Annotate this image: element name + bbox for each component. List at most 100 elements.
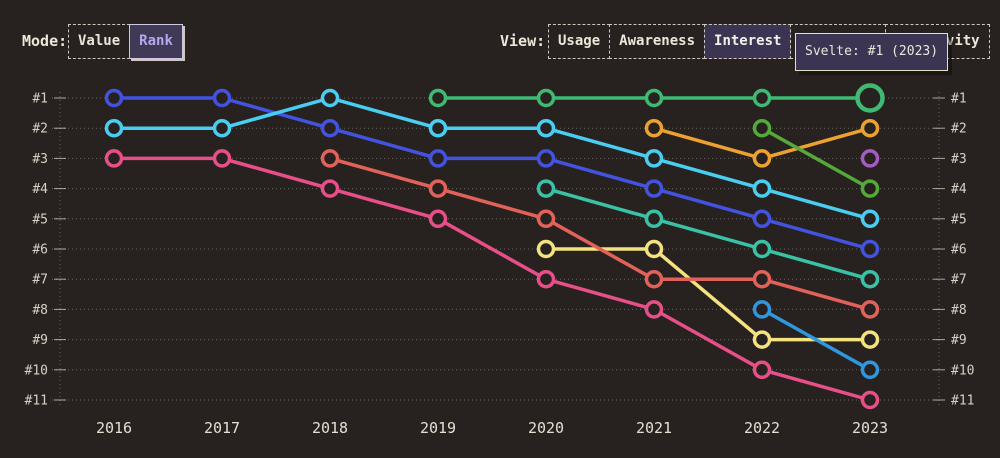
data-point-cyan-2023[interactable] xyxy=(860,209,880,229)
rank-label-left: #3 xyxy=(32,152,48,167)
rank-label-left: #8 xyxy=(32,303,48,318)
rank-label-left: #1 xyxy=(32,92,48,107)
data-point-red-2018[interactable] xyxy=(320,149,340,168)
data-point-pink-2018[interactable] xyxy=(320,179,340,198)
series-blue xyxy=(104,88,880,259)
data-point-pink-2020[interactable] xyxy=(536,269,556,289)
data-point-orange-2023[interactable] xyxy=(860,118,880,138)
data-point-blue-2023[interactable] xyxy=(860,239,880,259)
data-point-pink-2017[interactable] xyxy=(212,149,232,168)
data-point-red-2023[interactable] xyxy=(860,300,880,319)
data-point-cyan-2020[interactable] xyxy=(536,118,556,138)
rank-label-left: #9 xyxy=(32,333,48,348)
rank-label-left: #6 xyxy=(32,243,48,258)
rank-label-right: #6 xyxy=(951,243,967,258)
data-point-orange-2021[interactable] xyxy=(644,118,664,138)
data-point-svelte-green-2021[interactable] xyxy=(644,88,664,108)
data-point-blue-2018[interactable] xyxy=(320,118,340,138)
data-point-sky-blue-2022[interactable] xyxy=(752,300,772,319)
data-point-cyan-2017[interactable] xyxy=(212,118,232,138)
data-point-svelte-green-2022[interactable] xyxy=(752,88,772,108)
highlighted-data-point-svelte-green-2023[interactable] xyxy=(855,83,885,113)
series-orange xyxy=(644,118,880,168)
chart-tooltip: Svelte: #1 (2023) xyxy=(795,33,949,71)
series-line-cyan xyxy=(112,96,872,221)
series-line-olive-green xyxy=(760,126,872,191)
rank-label-left: #2 xyxy=(32,122,48,137)
data-point-blue-2019[interactable] xyxy=(428,149,448,168)
rank-label-right: #10 xyxy=(951,363,974,378)
data-point-teal-2020[interactable] xyxy=(536,179,556,198)
view-interest-button[interactable]: Interest xyxy=(704,24,792,59)
year-label: 2018 xyxy=(312,419,348,437)
data-point-red-2022[interactable] xyxy=(752,269,772,289)
view-label: View: xyxy=(500,32,546,50)
mode-button-group: Value Rank xyxy=(68,24,183,59)
series-sky-blue xyxy=(752,300,880,380)
series-purple xyxy=(860,149,880,168)
series-line-sky-blue xyxy=(760,307,872,372)
data-point-red-2020[interactable] xyxy=(536,209,556,229)
data-point-pink-2023[interactable] xyxy=(860,390,880,410)
year-label: 2021 xyxy=(636,419,672,437)
year-label: 2019 xyxy=(420,419,456,437)
series-svelte-green xyxy=(428,83,885,113)
rank-label-right: #2 xyxy=(951,122,967,137)
data-point-purple-2023[interactable] xyxy=(860,149,880,168)
data-point-orange-2022[interactable] xyxy=(752,149,772,168)
series-pink xyxy=(104,149,880,410)
rank-label-right: #3 xyxy=(951,152,967,167)
data-point-red-2019[interactable] xyxy=(428,179,448,198)
data-point-olive-green-2022[interactable] xyxy=(752,118,772,138)
rank-label-right: #1 xyxy=(951,92,967,107)
data-point-cyan-2019[interactable] xyxy=(428,118,448,138)
data-point-pink-2021[interactable] xyxy=(644,300,664,319)
year-label: 2022 xyxy=(744,419,780,437)
series-olive-green xyxy=(752,118,880,198)
rank-label-left: #4 xyxy=(32,182,48,197)
data-point-blue-2016[interactable] xyxy=(104,88,124,108)
mode-label: Mode: xyxy=(22,32,68,50)
data-point-blue-2017[interactable] xyxy=(212,88,232,108)
data-point-yellow-2022[interactable] xyxy=(752,330,772,349)
data-point-yellow-2021[interactable] xyxy=(644,239,664,259)
mode-rank-button[interactable]: Rank xyxy=(129,24,183,59)
year-label: 2023 xyxy=(852,419,888,437)
data-point-teal-2021[interactable] xyxy=(644,209,664,229)
data-point-pink-2019[interactable] xyxy=(428,209,448,229)
rank-label-left: #10 xyxy=(25,363,48,378)
rank-label-right: #7 xyxy=(951,273,967,288)
data-point-cyan-2018[interactable] xyxy=(320,88,340,108)
data-point-yellow-2023[interactable] xyxy=(860,330,880,349)
data-point-sky-blue-2023[interactable] xyxy=(860,360,880,380)
data-point-cyan-2022[interactable] xyxy=(752,179,772,198)
data-point-blue-2021[interactable] xyxy=(644,179,664,198)
rank-label-left: #7 xyxy=(32,273,48,288)
rank-label-left: #11 xyxy=(25,394,48,409)
year-label: 2020 xyxy=(528,419,564,437)
series-line-pink xyxy=(112,156,872,402)
series-line-blue xyxy=(112,96,872,251)
data-point-teal-2023[interactable] xyxy=(860,269,880,289)
series-yellow xyxy=(536,239,880,349)
series-teal xyxy=(536,179,880,289)
rank-label-right: #11 xyxy=(951,394,974,409)
data-point-blue-2022[interactable] xyxy=(752,209,772,229)
data-point-svelte-green-2020[interactable] xyxy=(536,88,556,108)
data-point-cyan-2016[interactable] xyxy=(104,118,124,138)
rank-label-right: #4 xyxy=(951,182,967,197)
data-point-pink-2022[interactable] xyxy=(752,360,772,380)
data-point-yellow-2020[interactable] xyxy=(536,239,556,259)
data-point-cyan-2021[interactable] xyxy=(644,149,664,168)
data-point-olive-green-2023[interactable] xyxy=(860,179,880,198)
data-point-blue-2020[interactable] xyxy=(536,149,556,168)
series-line-teal xyxy=(544,186,872,281)
data-point-pink-2016[interactable] xyxy=(104,149,124,168)
rank-label-right: #9 xyxy=(951,333,967,348)
data-point-svelte-green-2019[interactable] xyxy=(428,88,448,108)
rank-label-left: #5 xyxy=(32,212,48,227)
year-label: 2016 xyxy=(96,419,132,437)
data-point-red-2021[interactable] xyxy=(644,269,664,289)
data-point-teal-2022[interactable] xyxy=(752,239,772,259)
